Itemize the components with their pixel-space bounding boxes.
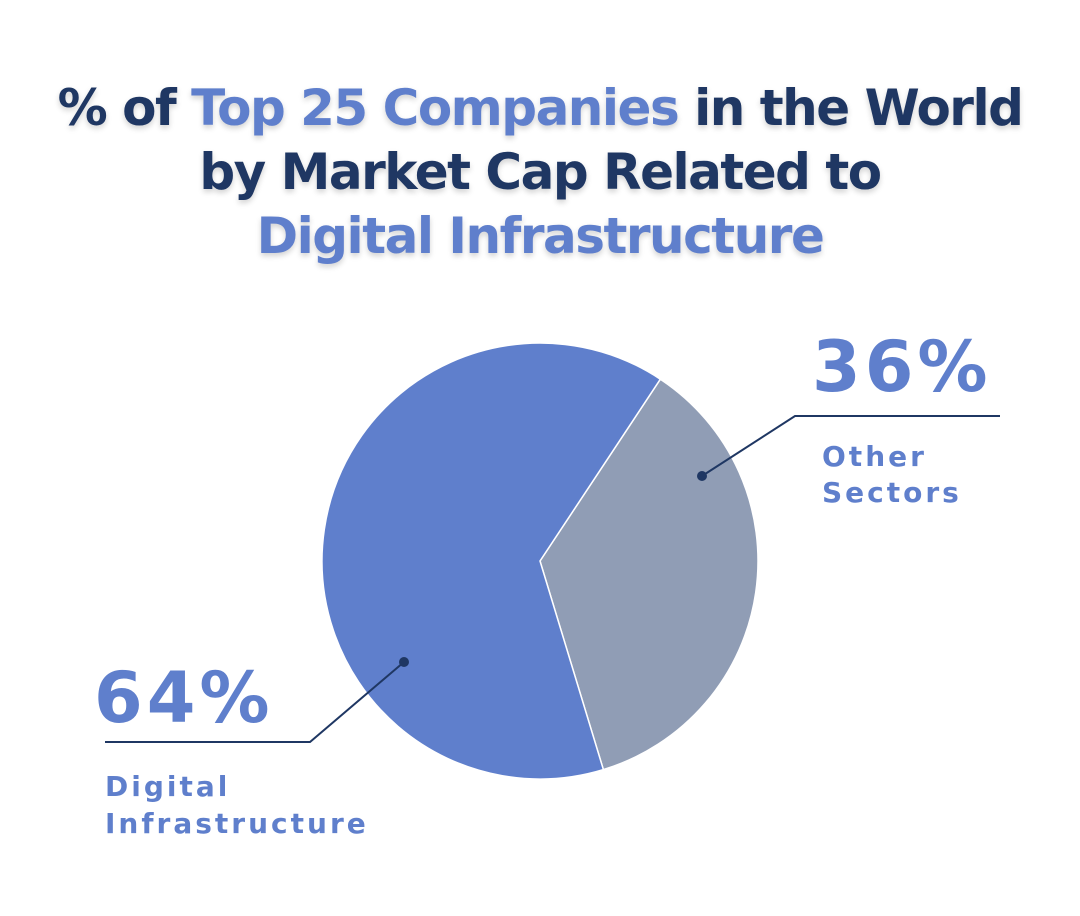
legend-label-other-sectors-line1: Other (822, 440, 927, 473)
pie-slices (321, 342, 759, 780)
leader-dot-other-sectors (697, 471, 707, 481)
title-line-2: by Market Cap Related to (199, 143, 882, 201)
title-prefix: % of (57, 79, 192, 137)
chart-title: % of Top 25 Companies in the World by Ma… (0, 76, 1080, 268)
legend-label-digital-infrastructure-line1: Digital (105, 770, 230, 803)
legend-label-digital-infrastructure-line2: Infrastructure (105, 807, 369, 840)
legend-label-other-sectors-line2: Sectors (822, 476, 962, 509)
leader-line-other-sectors (701, 415, 1000, 477)
data-label-other-sectors-percent: 36% (812, 326, 992, 408)
title-middle: in the World (678, 79, 1024, 137)
leader-line-digital-infrastructure (105, 661, 405, 743)
leader-dot-digital-infrastructure (399, 657, 409, 667)
pie-slice-digital-infrastructure (321, 342, 662, 780)
data-label-digital-infrastructure-percent: 64% (94, 657, 274, 739)
title-accent-top25: Top 25 Companies (191, 79, 680, 137)
title-accent-digital: Digital Infrastructure (256, 207, 825, 265)
